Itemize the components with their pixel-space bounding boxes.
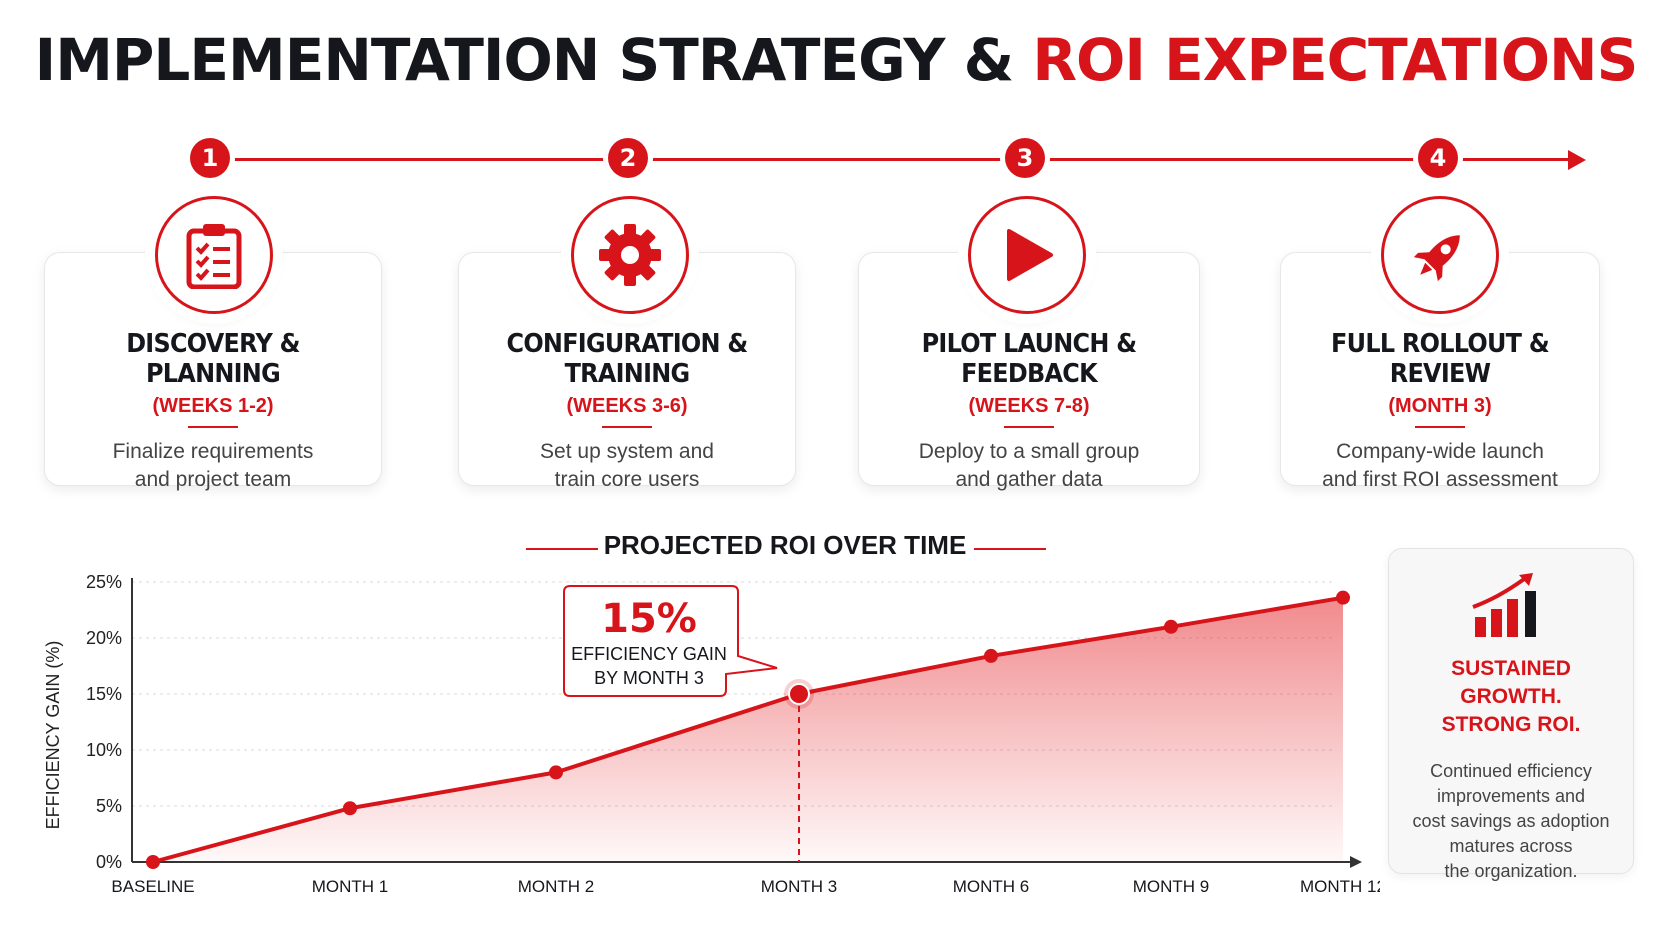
phase-icon-badge-3 (968, 196, 1086, 314)
chart-title-rule-right (974, 548, 1046, 550)
x-axis-arrow (1350, 856, 1362, 868)
callout-line1: EFFICIENCY GAIN (571, 644, 727, 664)
summary-body-line5: the organization. (1444, 861, 1578, 881)
phase-period: (MONTH 3) (1388, 395, 1492, 417)
data-point (549, 765, 563, 780)
callout-value: 15% (601, 596, 697, 642)
callout-box: 15% EFFICIENCY GAIN BY MONTH 3 (563, 585, 778, 697)
step-number-3: 3 (1005, 138, 1045, 178)
play-icon (1007, 229, 1053, 281)
x-tick-label: MONTH 2 (518, 877, 595, 896)
y-tick-label: 5% (96, 796, 122, 816)
phase-period: (WEEKS 1-2) (152, 395, 274, 417)
phase-period: (WEEKS 7-8) (968, 395, 1090, 417)
chart-title-rule-left (526, 548, 598, 550)
clipboard-checklist-icon (186, 224, 242, 289)
summary-body-line3: cost savings as adoption (1412, 811, 1610, 831)
y-tick-label: 10% (86, 740, 122, 760)
data-point (146, 855, 160, 869)
phase-description-line2: and project team (134, 468, 292, 491)
rocket-icon (1413, 235, 1460, 282)
summary-headline: SUSTAINED GROWTH. STRONG ROI. (1389, 655, 1633, 739)
phase-title: FULL ROLLOUT & REVIEW (1331, 329, 1550, 389)
step-number-1: 1 (190, 138, 230, 178)
y-tick-label: 25% (86, 572, 122, 592)
phase-divider (1004, 426, 1054, 428)
timeline-arrow-icon (1568, 150, 1586, 170)
summary-body: Continued efficiency improvements and co… (1389, 759, 1633, 884)
phase-description-line1: Company-wide launch (1336, 440, 1544, 463)
summary-body-line2: improvements and (1436, 786, 1586, 806)
phase-period: (WEEKS 3-6) (566, 395, 688, 417)
phase-description: Set up system and train core users (459, 438, 795, 494)
chart-title: PROJECTED ROI OVER TIME (603, 530, 967, 560)
summary-body-line1: Continued efficiency (1430, 761, 1592, 781)
summary-headline-line1: SUSTAINED GROWTH. (1451, 657, 1571, 708)
summary-body-line4: matures across (1449, 836, 1573, 856)
callout-line2: BY MONTH 3 (594, 668, 704, 688)
summary-headline-line2: STRONG ROI. (1441, 713, 1581, 736)
phase-divider (602, 426, 652, 428)
phase-title: DISCOVERY & PLANNING (126, 329, 300, 389)
phase-description-line2: and gather data (955, 468, 1103, 491)
y-tick-label: 20% (86, 628, 122, 648)
x-tick-label: MONTH 12 (1300, 877, 1380, 896)
data-point (1336, 590, 1350, 605)
phase-icon-badge-4 (1381, 196, 1499, 314)
phase-divider (188, 426, 238, 428)
data-point (343, 801, 357, 816)
x-tick-label: MONTH 3 (761, 877, 838, 896)
phase-title: PILOT LAUNCH & FEEDBACK (921, 329, 1137, 389)
data-point (1164, 619, 1178, 634)
phase-description-line1: Set up system and (540, 440, 714, 463)
summary-card: SUSTAINED GROWTH. STRONG ROI. Continued … (1388, 548, 1634, 881)
phase-description: Finalize requirements and project team (45, 438, 381, 494)
phase-description: Company-wide launch and first ROI assess… (1281, 438, 1599, 494)
phase-description-line2: and first ROI assessment (1322, 468, 1558, 491)
phase-icon-badge-2 (571, 196, 689, 314)
x-tick-label: MONTH 9 (1133, 877, 1210, 896)
x-tick-label: MONTH 6 (953, 877, 1030, 896)
roi-area-fill (153, 597, 1343, 862)
step-number-4: 4 (1418, 138, 1458, 178)
y-tick-label: 0% (96, 852, 122, 872)
data-point (984, 648, 998, 663)
phase-icon-badge-1 (155, 196, 273, 314)
phase-description-line2: train core users (554, 468, 700, 491)
growth-bar-chart-icon (1472, 573, 1536, 637)
x-tick-label: BASELINE (111, 877, 194, 896)
page-title: IMPLEMENTATION STRATEGY & ROI EXPECTATIO… (0, 26, 1672, 94)
step-number-2: 2 (608, 138, 648, 178)
phase-title: CONFIGURATION & TRAINING (506, 329, 748, 389)
title-accent: ROI EXPECTATIONS (1032, 26, 1638, 94)
y-tick-label: 15% (86, 684, 122, 704)
phase-description: Deploy to a small group and gather data (859, 438, 1199, 494)
timeline-line (232, 158, 1572, 161)
y-axis-label: EFFICIENCY GAIN (%) (43, 641, 63, 830)
phase-divider (1415, 426, 1465, 428)
phase-description-line1: Finalize requirements (112, 440, 314, 463)
phase-card-2: CONFIGURATION & TRAINING (WEEKS 3-6) Set… (458, 252, 796, 491)
roi-area-chart: EFFICIENCY GAIN (%) 0% 5% 10% 15% 20% 25% BAS… (43, 572, 1380, 896)
x-tick-label: MONTH 1 (312, 877, 389, 896)
data-point-highlight (788, 683, 810, 705)
gear-icon (599, 224, 661, 286)
phase-description-line1: Deploy to a small group (918, 440, 1140, 463)
title-main: IMPLEMENTATION STRATEGY & (34, 26, 1015, 94)
